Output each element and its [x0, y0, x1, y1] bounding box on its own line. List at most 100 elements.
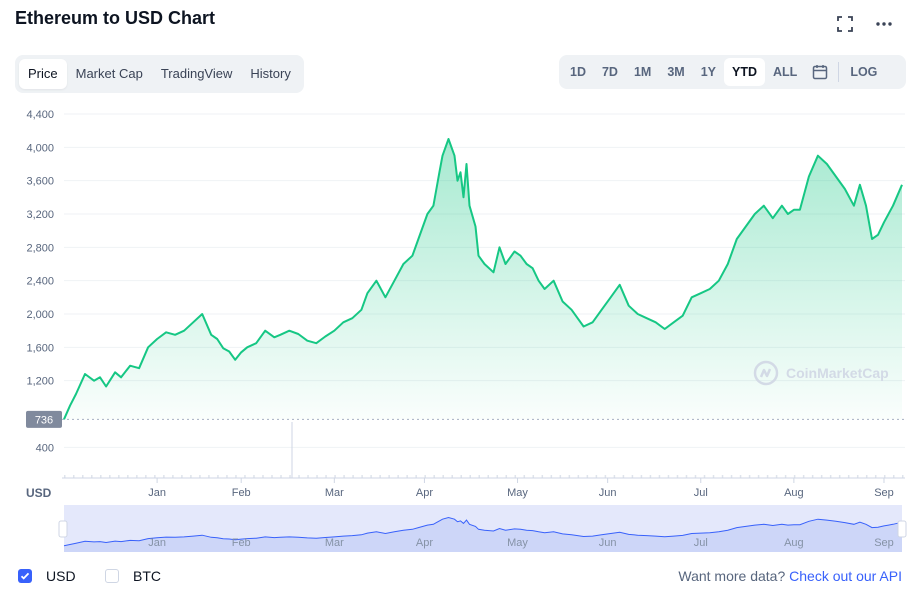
y-axis-unit-label: USD	[26, 486, 52, 500]
legend-btc[interactable]: BTC	[105, 568, 161, 584]
volume-bar	[172, 475, 174, 478]
range-ytd[interactable]: YTD	[724, 58, 766, 86]
range-1y[interactable]: 1Y	[700, 65, 717, 79]
navigator-month-labels: Jan Feb Mar Apr May Jun Jul Aug Sep	[148, 537, 894, 549]
x-tick-label: Jan	[148, 487, 166, 499]
btc-checkbox[interactable]	[105, 569, 119, 583]
volume-bar	[487, 475, 490, 478]
volume-bar	[730, 475, 733, 478]
volume-bar	[496, 475, 499, 478]
volume-bar	[217, 475, 219, 478]
y-tick-label: 400	[36, 442, 54, 454]
tab-market-cap[interactable]: Market Cap	[75, 66, 143, 81]
range-3m[interactable]: 3M	[667, 65, 685, 79]
range-navigator[interactable]: Jan Feb Mar Apr May Jun Jul Aug Sep	[58, 505, 907, 552]
volume-bar	[415, 475, 417, 478]
volume-bar	[721, 475, 724, 478]
volume-bar	[406, 475, 408, 478]
y-tick-label: 2,800	[26, 242, 54, 254]
volume-bar	[307, 475, 309, 478]
more-horizontal-icon[interactable]	[872, 12, 896, 36]
volume-bar	[559, 475, 562, 478]
price-area-fill	[64, 139, 902, 420]
y-tick-label: 3,600	[26, 176, 54, 188]
volume-bar	[190, 475, 192, 478]
api-promo: Want more data? Check out our API	[678, 568, 902, 584]
volume-bar	[694, 475, 697, 478]
navigator-handle-left[interactable]	[58, 520, 68, 538]
volume-bar	[343, 475, 345, 478]
volume-bar	[577, 475, 580, 478]
volume-bar	[640, 475, 643, 478]
volume-bar	[829, 475, 832, 478]
volume-bar	[208, 475, 210, 478]
volume-bar	[361, 475, 363, 478]
volume-bar	[703, 475, 706, 478]
expand-icon-glyph	[837, 16, 853, 32]
volume-bar	[505, 475, 508, 478]
volume-bar	[748, 475, 751, 478]
volume-bar	[604, 475, 607, 478]
y-tick-label: 3,200	[26, 209, 54, 221]
volume-bar	[127, 475, 129, 478]
range-divider	[838, 62, 840, 82]
volume-bar	[181, 475, 183, 478]
volume-bar	[199, 475, 201, 478]
volume-bar	[442, 475, 444, 478]
watermark-text: CoinMarketCap	[786, 365, 889, 381]
volume-bar	[451, 475, 453, 478]
api-promo-text: Want more data?	[678, 568, 786, 584]
volume-bar	[658, 475, 661, 478]
x-tick-label: Jul	[694, 487, 708, 499]
volume-bar	[586, 475, 589, 478]
volume-bar	[109, 475, 111, 478]
x-tick-label: Aug	[784, 487, 804, 499]
range-all[interactable]: ALL	[773, 65, 798, 79]
range-1m[interactable]: 1M	[633, 65, 652, 79]
x-tick-label: Feb	[232, 487, 251, 499]
volume-bar	[64, 475, 66, 478]
volume-bar	[289, 475, 291, 478]
volume-bar	[802, 475, 805, 478]
volume-bar	[784, 475, 787, 478]
volume-bar	[811, 475, 814, 478]
volume-bar	[118, 475, 120, 478]
volume-bar	[154, 475, 156, 478]
check-icon	[20, 572, 30, 580]
volume-bar	[271, 475, 273, 478]
more-icon-glyph	[876, 22, 892, 26]
range-7d[interactable]: 7D	[601, 65, 618, 79]
tab-price[interactable]: Price	[19, 59, 67, 89]
legend-label-usd: USD	[46, 568, 76, 584]
volume-bar	[460, 475, 462, 478]
navigator-month-label: Feb	[232, 537, 251, 549]
volume-bar	[478, 475, 480, 478]
volume-bar	[316, 475, 318, 478]
volume-bar	[676, 475, 679, 478]
volume-bars	[64, 475, 904, 478]
volume-bar	[100, 475, 102, 478]
tab-tradingview[interactable]: TradingView	[160, 66, 233, 81]
tab-history[interactable]: History	[250, 66, 291, 81]
legend-usd[interactable]: USD	[18, 568, 76, 584]
y-tick-label: 1,600	[26, 342, 54, 354]
x-tick-label: Sep	[874, 487, 894, 499]
volume-bar	[325, 475, 327, 478]
volume-bar	[820, 475, 823, 478]
api-link[interactable]: Check out our API	[789, 568, 902, 584]
navigator-area	[64, 517, 902, 552]
calendar-icon[interactable]	[805, 58, 835, 86]
price-line[interactable]	[63, 138, 903, 420]
range-1d[interactable]: 1D	[570, 65, 586, 79]
x-axis-ticks: Jan Feb Mar Apr May Jun Jul Aug Sep	[148, 478, 894, 499]
navigator-handle-right[interactable]	[897, 520, 907, 538]
y-tick-label: 4,400	[26, 109, 54, 121]
log-scale-toggle[interactable]: LOG	[850, 65, 878, 79]
volume-bar	[262, 475, 264, 478]
expand-icon[interactable]	[833, 12, 857, 36]
volume-bar	[163, 475, 165, 478]
coinmarketcap-logo-icon	[753, 360, 779, 386]
usd-checkbox[interactable]	[18, 569, 32, 583]
baseline-label: 736	[35, 414, 53, 426]
navigator-month-label: Apr	[416, 537, 433, 549]
